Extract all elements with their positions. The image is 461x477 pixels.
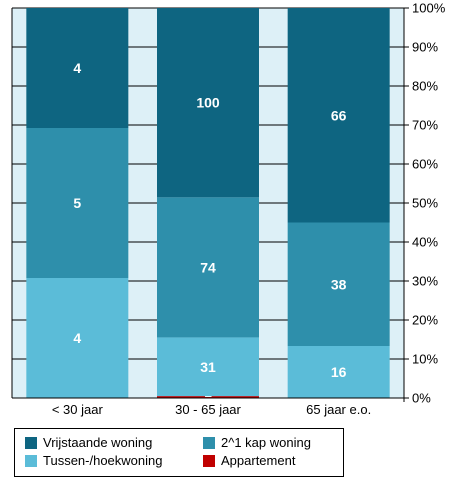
legend-swatch-2-1-kap xyxy=(203,436,215,449)
bar-segment xyxy=(26,8,129,128)
data-label: 66 xyxy=(331,107,347,123)
y-tick-label: 0% xyxy=(412,391,431,406)
legend-label-2-1-kap: 2^1 kap woning xyxy=(221,435,311,450)
bar-segment xyxy=(157,197,259,338)
y-tick-label: 30% xyxy=(412,274,438,289)
bar-segment xyxy=(287,8,390,223)
x-tick-label: < 30 jaar xyxy=(52,402,104,417)
y-tick-label: 60% xyxy=(412,157,438,172)
legend-swatch-vrijstaande xyxy=(25,436,37,449)
y-tick-label: 80% xyxy=(412,79,438,94)
legend-swatch-tussen xyxy=(25,454,37,467)
bar-segment xyxy=(157,337,259,397)
bar-segment xyxy=(26,128,129,278)
y-tick-label: 20% xyxy=(412,313,438,328)
bar-segment xyxy=(287,222,390,346)
bar-segment xyxy=(287,346,390,398)
data-label: 4 xyxy=(73,330,81,346)
y-tick-label: 40% xyxy=(412,235,438,250)
legend-item-vrijstaande: Vrijstaande woning xyxy=(25,435,152,450)
y-tick-label: 50% xyxy=(412,196,438,211)
legend-item-tussen: Tussen-/hoekwoning xyxy=(25,453,162,468)
bar-segment xyxy=(157,396,259,398)
data-label: 16 xyxy=(331,364,347,380)
legend-item-2-1-kap: 2^1 kap woning xyxy=(203,435,311,450)
legend-swatch-appartement xyxy=(203,454,215,467)
legend-label-vrijstaande: Vrijstaande woning xyxy=(43,435,153,450)
y-tick-label: 10% xyxy=(412,352,438,367)
data-label: 31 xyxy=(200,359,216,375)
x-tick-label: 30 - 65 jaar xyxy=(175,402,241,417)
data-label: 100 xyxy=(196,95,220,111)
bar-segment xyxy=(157,8,259,198)
data-label: 4 xyxy=(73,60,81,76)
data-label: 74 xyxy=(200,259,216,275)
legend: Vrijstaande woning 2^1 kap woning Tussen… xyxy=(14,428,344,477)
data-label: 38 xyxy=(331,276,347,292)
bar-segment xyxy=(26,278,129,398)
y-tick-label: 70% xyxy=(412,118,438,133)
data-label: 5 xyxy=(73,195,81,211)
y-tick-label: 100% xyxy=(412,1,446,16)
legend-label-tussen: Tussen-/hoekwoning xyxy=(43,453,163,468)
x-tick-label: 65 jaar e.o. xyxy=(306,402,371,417)
legend-label-appartement: Appartement xyxy=(221,453,296,468)
legend-item-appartement: Appartement xyxy=(203,453,295,468)
y-tick-label: 90% xyxy=(412,40,438,55)
